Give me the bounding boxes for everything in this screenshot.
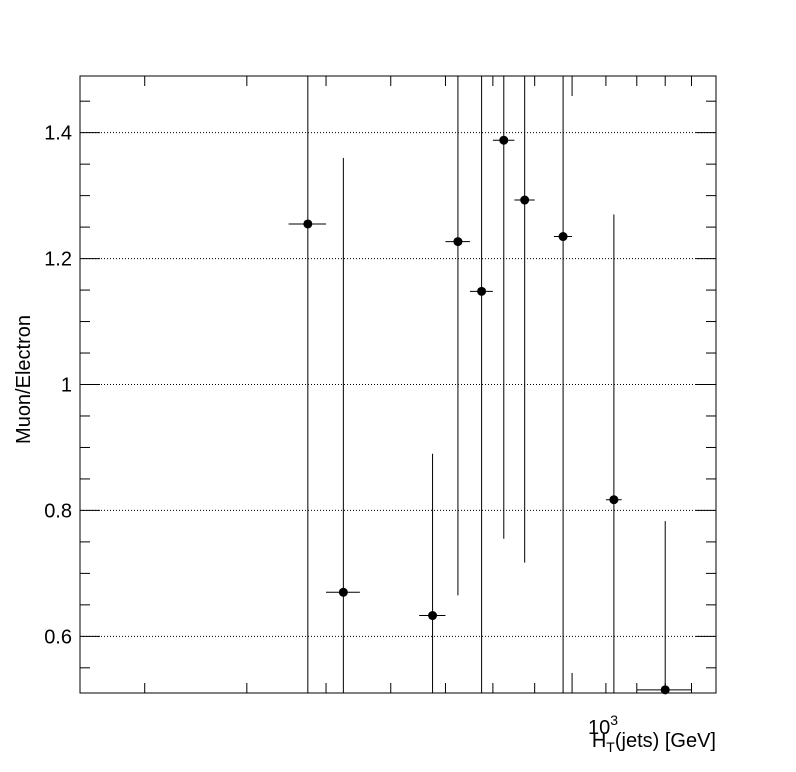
x-axis-title: HT(jets) [GeV] <box>592 730 716 755</box>
y-tick-label: 1.2 <box>44 249 72 271</box>
data-point <box>492 76 515 539</box>
data-marker <box>520 195 530 205</box>
data-point <box>636 521 692 695</box>
data-marker <box>338 587 348 597</box>
data-marker <box>499 135 509 145</box>
data-point <box>469 76 493 693</box>
x-axis-title-subscript: T <box>606 739 615 755</box>
y-axis-title: Muon/Electron <box>13 315 35 444</box>
y-tick-label: 0.6 <box>44 626 72 648</box>
x-scale-label: 103 <box>588 712 618 739</box>
y-tick-label: 1.4 <box>44 123 72 145</box>
x-axis-title-rest: (jets) [GeV] <box>615 730 716 752</box>
data-marker <box>428 611 438 621</box>
data-points <box>288 76 692 695</box>
data-marker <box>453 237 463 247</box>
data-marker <box>303 219 313 229</box>
plot-frame <box>79 75 717 694</box>
data-point <box>605 214 622 693</box>
y-tick-label: 0.8 <box>44 500 72 522</box>
data-point <box>514 76 535 563</box>
data-marker <box>660 685 670 695</box>
data-point <box>288 76 327 693</box>
data-point <box>326 157 360 693</box>
axis-ticks <box>80 76 717 693</box>
x-scale-base: 10 <box>588 717 610 739</box>
x-axis-title-main: H <box>592 730 606 752</box>
y-tick-label: 1 <box>61 375 72 397</box>
data-point <box>445 76 470 596</box>
x-scale-exponent: 3 <box>610 712 618 728</box>
data-point <box>553 76 573 693</box>
data-marker <box>558 232 568 242</box>
y-tick-labels: 0.6 0.8 1 1.2 1.4 <box>44 123 72 649</box>
data-marker <box>477 286 487 296</box>
data-point <box>419 453 446 693</box>
data-marker <box>609 495 619 505</box>
grid-lines <box>80 132 716 637</box>
